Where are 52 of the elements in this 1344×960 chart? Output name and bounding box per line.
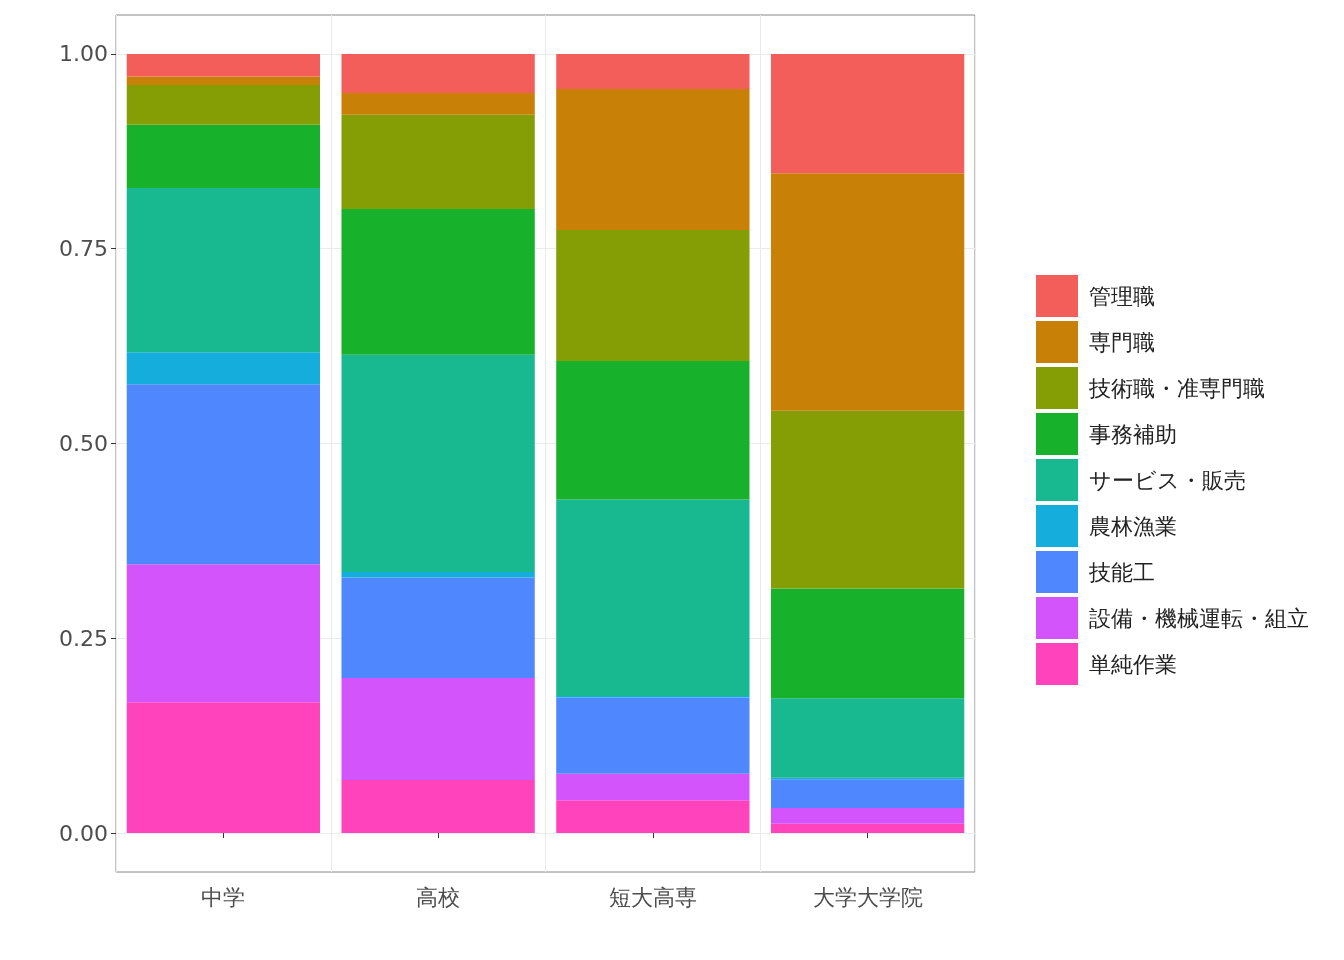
bar	[770, 823, 965, 834]
legend-label: 専門職	[1089, 329, 1155, 355]
legend-label: 設備・機械運転・組立	[1089, 605, 1309, 631]
bar	[770, 698, 965, 778]
bar	[556, 800, 750, 834]
bar	[126, 702, 321, 834]
bar	[556, 773, 750, 801]
y-tick-label: 0.25	[59, 625, 108, 651]
bar	[556, 230, 750, 361]
bar	[770, 808, 965, 824]
bar	[341, 208, 535, 355]
x-tick-label: 大学大学院	[812, 884, 923, 910]
bar	[126, 384, 321, 565]
bar	[341, 92, 535, 115]
bar	[770, 779, 965, 809]
y-tick-label: 1.00	[59, 41, 108, 67]
bar	[341, 780, 535, 834]
y-tick-label: 0.00	[59, 820, 108, 846]
bar	[770, 173, 965, 411]
bar	[126, 564, 321, 703]
bar	[126, 352, 321, 385]
bar	[556, 499, 750, 696]
bar	[770, 410, 965, 589]
bar	[341, 572, 535, 578]
x-tick-label: 中学	[201, 884, 246, 910]
legend-label: 単純作業	[1089, 651, 1177, 677]
bar	[126, 85, 321, 125]
y-tick-label: 0.50	[59, 431, 108, 456]
legend-label: 管理職	[1089, 283, 1155, 309]
bar	[556, 89, 750, 231]
y-tick-label: 0.75	[59, 236, 108, 262]
bar	[556, 697, 750, 774]
bar	[556, 53, 750, 90]
legend-label: サービス・販売	[1089, 467, 1246, 493]
bar	[126, 53, 321, 77]
bar	[556, 360, 750, 500]
bar	[341, 53, 535, 93]
bar	[341, 354, 535, 573]
legend-label: 技術職・准専門職	[1088, 375, 1265, 401]
legend-label: 農林漁業	[1089, 513, 1177, 539]
bar	[341, 678, 535, 781]
x-tick-label: 高校	[416, 884, 461, 910]
bar	[341, 114, 535, 209]
legend-label: 技能工	[1088, 559, 1155, 585]
bar	[126, 187, 321, 353]
bar	[126, 76, 321, 86]
bar	[770, 588, 965, 699]
x-tick-label: 短大高専	[608, 884, 697, 910]
legend-label: 事務補助	[1089, 421, 1177, 447]
bar	[770, 53, 965, 174]
bar	[341, 577, 535, 679]
bar	[126, 124, 321, 188]
